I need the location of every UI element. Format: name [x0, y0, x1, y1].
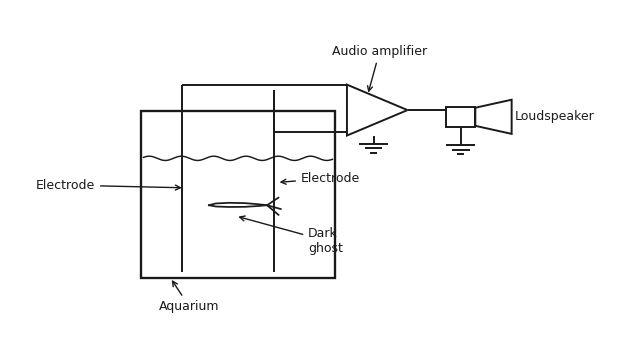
Text: Aquarium: Aquarium [159, 281, 220, 313]
Bar [141, 111, 335, 278]
Bar [446, 107, 476, 127]
Text: Electrode: Electrode [36, 179, 181, 192]
Polygon shape [347, 85, 408, 135]
Polygon shape [476, 100, 512, 134]
Text: Loudspeaker: Loudspeaker [514, 110, 594, 123]
Text: Dark
ghost: Dark ghost [240, 216, 343, 255]
Text: Audio amplifier: Audio amplifier [332, 45, 428, 91]
Text: Electrode: Electrode [281, 172, 360, 185]
